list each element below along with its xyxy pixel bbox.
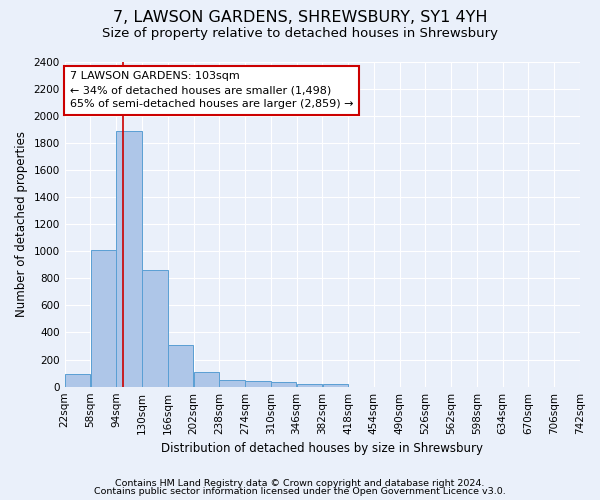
Y-axis label: Number of detached properties: Number of detached properties [15, 131, 28, 317]
Bar [220, 380, 245, 386]
X-axis label: Distribution of detached houses by size in Shrewsbury: Distribution of detached houses by size … [161, 442, 484, 455]
Bar [116, 130, 142, 386]
Text: 7, LAWSON GARDENS, SHREWSBURY, SY1 4YH: 7, LAWSON GARDENS, SHREWSBURY, SY1 4YH [113, 10, 487, 25]
Bar [297, 384, 322, 386]
Bar [168, 344, 193, 387]
Text: Size of property relative to detached houses in Shrewsbury: Size of property relative to detached ho… [102, 28, 498, 40]
Bar [323, 384, 348, 386]
Bar [194, 372, 219, 386]
Text: Contains HM Land Registry data © Crown copyright and database right 2024.: Contains HM Land Registry data © Crown c… [115, 478, 485, 488]
Bar [65, 374, 90, 386]
Bar [91, 250, 116, 386]
Bar [142, 270, 167, 386]
Bar [245, 380, 271, 386]
Bar [271, 382, 296, 386]
Text: 7 LAWSON GARDENS: 103sqm
← 34% of detached houses are smaller (1,498)
65% of sem: 7 LAWSON GARDENS: 103sqm ← 34% of detach… [70, 72, 353, 110]
Text: Contains public sector information licensed under the Open Government Licence v3: Contains public sector information licen… [94, 487, 506, 496]
